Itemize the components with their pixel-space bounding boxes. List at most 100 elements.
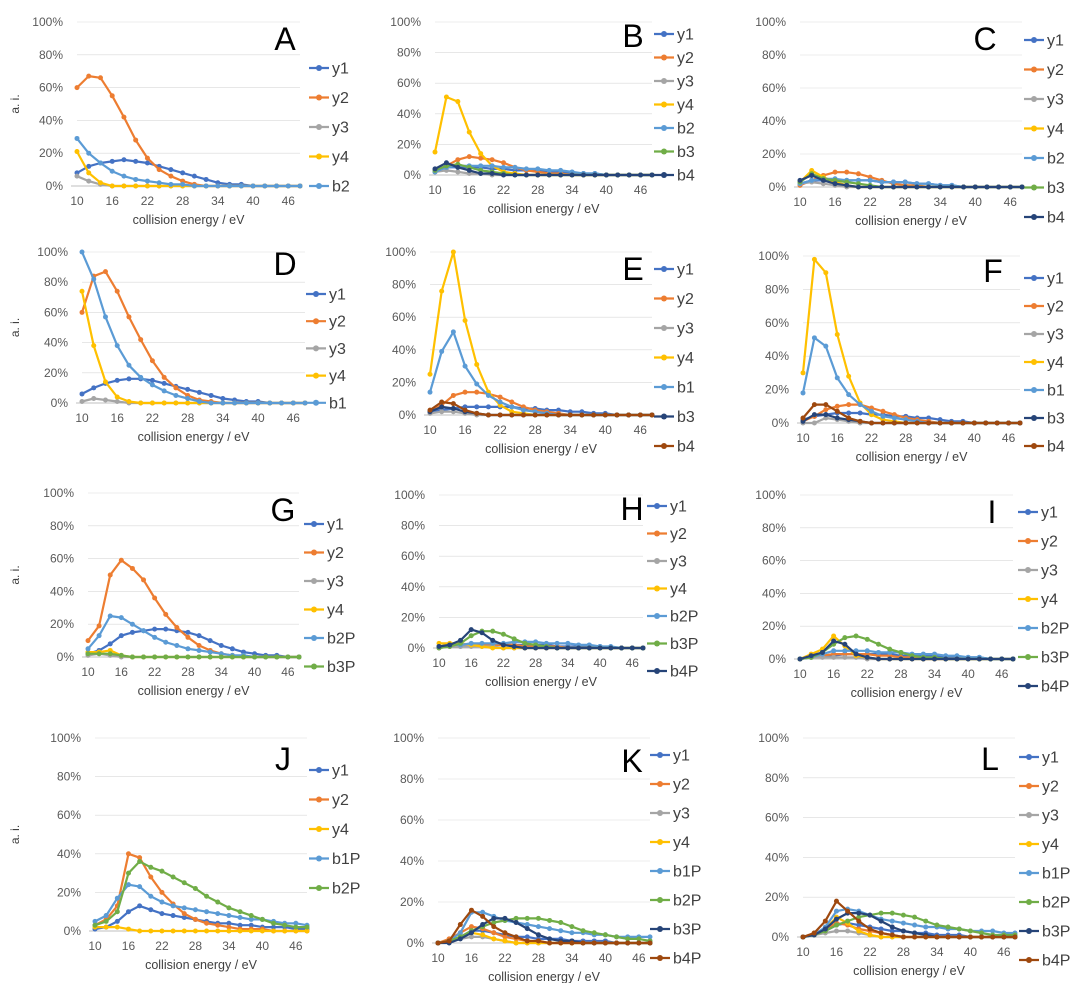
legend-label: y2: [1047, 299, 1064, 316]
data-point: [296, 654, 302, 660]
data-point: [513, 915, 519, 921]
data-point: [524, 938, 530, 944]
data-point: [1019, 184, 1025, 190]
legend-marker: [661, 31, 667, 37]
data-point: [808, 653, 814, 659]
data-point: [468, 930, 474, 936]
data-point: [86, 73, 92, 79]
legend-item-b3p: b3P: [647, 636, 698, 653]
data-point: [846, 392, 852, 398]
data-point: [834, 331, 840, 337]
data-point: [181, 928, 187, 934]
data-point: [629, 645, 635, 651]
legend-label: y2: [1042, 779, 1059, 796]
data-point: [855, 184, 861, 190]
y-tick-label: 0%: [46, 179, 64, 193]
data-point: [920, 656, 926, 662]
series-b3p: [85, 651, 302, 660]
data-point: [114, 895, 120, 901]
legend-label: b3P: [1042, 924, 1070, 941]
data-point: [450, 405, 456, 411]
x-tick-label: 34: [215, 665, 229, 679]
data-point: [547, 940, 553, 946]
x-tick-label: 22: [861, 667, 875, 681]
data-point: [844, 169, 850, 175]
data-point: [129, 565, 135, 571]
legend-marker: [316, 796, 322, 803]
legend-label: y1: [332, 61, 349, 78]
legend-marker: [1031, 303, 1037, 309]
data-point: [96, 651, 102, 657]
x-tick-label: 16: [115, 665, 129, 679]
data-point: [846, 402, 852, 408]
data-point: [889, 928, 895, 934]
data-point: [544, 412, 550, 418]
data-point: [462, 317, 468, 323]
x-tick-label: 46: [289, 939, 303, 953]
data-point: [149, 382, 155, 388]
data-point: [114, 398, 120, 404]
legend-item-b2p: b2P: [1019, 895, 1070, 912]
legend-label: y3: [1047, 92, 1064, 109]
data-point: [809, 177, 815, 183]
data-point: [109, 158, 115, 164]
y-tick-label: 0%: [404, 168, 422, 182]
y-tick-label: 20%: [401, 610, 425, 624]
y-tick-label: 80%: [401, 519, 425, 533]
legend-marker: [311, 521, 317, 527]
data-point: [902, 179, 908, 185]
y-tick-label: 80%: [762, 48, 786, 62]
data-point: [535, 938, 541, 944]
panel-j: 0% 20% 40% 60% 80% 100% 10 16 22 28 34 40 46 collisio…: [8, 731, 360, 972]
data-point: [569, 940, 575, 946]
data-point: [811, 930, 817, 936]
data-point: [878, 926, 884, 932]
legend-label: b2: [1047, 151, 1065, 168]
legend-item-y3: y3: [1018, 563, 1058, 580]
series-b4p: [435, 907, 653, 946]
data-point: [97, 160, 103, 166]
legend-label: y3: [1042, 808, 1059, 825]
data-point: [479, 630, 485, 636]
data-point: [144, 160, 150, 166]
x-tick-label: 40: [961, 667, 975, 681]
data-point: [879, 179, 885, 185]
legend-marker: [311, 663, 317, 670]
data-point: [608, 645, 614, 651]
data-point: [591, 930, 597, 936]
panel-label: A: [274, 21, 296, 57]
data-point: [248, 922, 254, 928]
data-point: [480, 909, 486, 915]
x-tick-label: 16: [122, 939, 136, 953]
y-tick-label: 100%: [755, 488, 786, 502]
x-tick-label: 28: [176, 194, 190, 208]
data-point: [148, 893, 154, 899]
legend-item-b2p: b2P: [304, 631, 355, 648]
data-point: [965, 656, 971, 662]
data-point: [502, 930, 508, 936]
data-point: [972, 184, 978, 190]
x-tick-label: 22: [155, 939, 169, 953]
data-point: [148, 928, 154, 934]
data-point: [856, 918, 862, 924]
data-point: [500, 631, 506, 637]
data-point: [192, 886, 198, 892]
data-point: [474, 389, 480, 395]
legend-item-y2: y2: [654, 50, 694, 67]
y-tick-label: 100%: [32, 15, 63, 29]
legend-label: b4P: [670, 664, 698, 681]
data-point: [857, 410, 863, 416]
data-point: [485, 412, 491, 418]
data-point: [439, 348, 445, 354]
panel-label: H: [620, 491, 643, 527]
x-tick-label: 34: [930, 945, 944, 959]
data-point: [522, 640, 528, 646]
data-point: [533, 645, 539, 651]
data-point: [185, 654, 191, 660]
data-point: [185, 386, 191, 392]
data-point: [1010, 656, 1016, 662]
data-point: [125, 882, 131, 888]
data-point: [240, 654, 246, 660]
data-point: [159, 868, 165, 874]
x-tick-label: 22: [146, 411, 160, 425]
